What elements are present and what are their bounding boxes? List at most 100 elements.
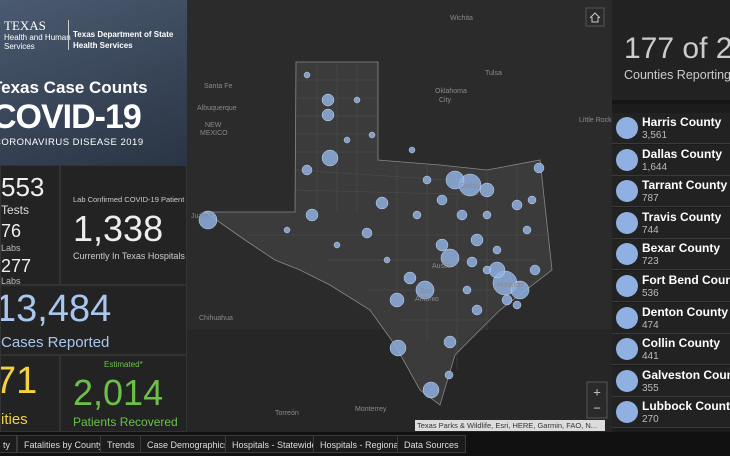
zoom-in[interactable]: +	[593, 384, 601, 399]
case-circle	[512, 300, 522, 310]
county-row[interactable]: Lubbock County 270	[612, 397, 730, 429]
case-circle	[415, 280, 435, 300]
case-circle	[301, 164, 313, 176]
county-row[interactable]: Harris County 3,561	[612, 113, 730, 144]
county-row[interactable]: Travis County 744	[612, 207, 730, 239]
tab[interactable]: Data Sources	[397, 435, 466, 453]
map-label: Juárez	[191, 213, 213, 220]
county-name: Collin County	[642, 336, 720, 351]
case-circle	[522, 225, 532, 235]
case-circle	[444, 370, 454, 380]
org-line: Health and Human	[4, 33, 71, 42]
county-cases: 744	[642, 224, 659, 236]
divider	[68, 20, 69, 50]
zoom-out[interactable]: −	[593, 400, 601, 415]
case-circle	[343, 136, 351, 144]
map-label: MEXICO	[200, 130, 228, 137]
county-dot	[616, 211, 638, 234]
tests-box: 553 Tests 76 Labs 277 Labs	[0, 165, 60, 285]
tab[interactable]: Hospitals - Statewide	[225, 435, 324, 453]
county-name: Fort Bend County	[642, 273, 730, 287]
county-dot	[616, 117, 638, 139]
hospital-label: Currently In Texas Hospitals	[73, 251, 185, 261]
case-circle	[479, 182, 495, 198]
map-label: Santa Fe	[204, 83, 233, 90]
counties-header: 177 of 2 Counties Reporting	[612, 0, 730, 104]
county-row[interactable]: Bexar County 723	[612, 239, 730, 271]
county-row[interactable]: Dallas County 1,644	[612, 144, 730, 176]
map-label: City	[439, 97, 452, 104]
case-circle	[321, 93, 335, 107]
county-cases: 474	[642, 319, 659, 331]
labs-label: Labs	[1, 243, 21, 253]
case-circle	[305, 208, 319, 222]
case-circle	[470, 233, 484, 247]
tab[interactable]: ty	[0, 435, 18, 453]
case-circle	[436, 194, 448, 206]
case-circle	[435, 238, 449, 252]
tab[interactable]: Trends	[100, 435, 142, 453]
tab[interactable]: Case Demographics	[140, 435, 236, 453]
case-circle	[529, 264, 541, 276]
county-dot	[616, 148, 638, 171]
case-circle	[303, 71, 311, 79]
map-label: Monterrey	[355, 406, 387, 413]
county-name: Harris County	[642, 115, 722, 129]
covid-title: COVID-19	[0, 98, 142, 136]
title: Texas Case Counts	[0, 78, 148, 97]
tab[interactable]: Fatalities by County	[17, 435, 111, 453]
fatalities-value: 71	[1, 360, 38, 402]
case-circle	[466, 256, 478, 268]
county-dot	[616, 401, 638, 424]
counties-reported-label: Counties Reporting	[624, 68, 730, 82]
case-circle	[283, 226, 291, 234]
tab-bar: ty Fatalities by County Trends Case Demogra…	[0, 432, 730, 456]
county-row[interactable]: Fort Bend County536	[612, 271, 730, 302]
case-circle	[482, 265, 492, 275]
hospital-caption: Lab Confirmed COVID-19 Patient	[73, 195, 185, 204]
county-name: Bexar County	[642, 241, 721, 256]
fatalities-box: 71 ities	[0, 355, 60, 432]
hospital-value: 1,338	[73, 208, 164, 249]
map[interactable]: Wichita Tulsa Oklahoma City Santa Fe Albuquer…	[187, 0, 612, 432]
case-circle	[510, 280, 530, 300]
case-circle	[422, 381, 440, 399]
case-circle	[389, 339, 407, 357]
home-button[interactable]	[585, 7, 605, 27]
county-row[interactable]: Galveston County355	[612, 365, 730, 397]
county-row[interactable]: Denton County 474	[612, 302, 730, 334]
org-line: TEXAS	[4, 18, 46, 33]
map-label: NEW	[205, 122, 222, 129]
case-circle	[527, 195, 537, 205]
case-circle	[321, 108, 335, 122]
county-row[interactable]: Tarrant County 787	[612, 176, 730, 208]
case-circles	[198, 71, 545, 399]
tab[interactable]: Hospitals - Regional	[313, 435, 408, 453]
map-label: Little Rock	[579, 117, 612, 124]
county-name: Lubbock County	[642, 399, 730, 414]
header-banner: TEXAS Health and Human Services Texas De…	[0, 0, 187, 165]
zoom-control	[586, 381, 608, 419]
county-cases: 536	[642, 288, 659, 299]
cases-box: 13,484 Cases Reported	[0, 285, 187, 355]
case-circle	[443, 335, 457, 349]
home-icon	[589, 12, 601, 23]
case-circle	[488, 261, 506, 279]
map-label: Torreón	[275, 410, 299, 417]
county-row[interactable]: Collin County 441	[612, 334, 730, 366]
county-cases: 723	[642, 256, 659, 268]
county-cases: 355	[642, 382, 659, 394]
county-cases: 441	[642, 351, 659, 363]
county-name: Denton County	[642, 304, 728, 319]
case-circle	[333, 241, 341, 249]
case-circle	[412, 210, 422, 220]
attribution-bg	[415, 420, 605, 431]
map-label: Houston	[497, 282, 523, 289]
county-cases: 1,644	[642, 161, 668, 173]
county-name: Dallas County	[642, 146, 723, 161]
case-circle	[403, 271, 417, 285]
map-label: Chihuahua	[199, 315, 233, 322]
map-label: Dallas	[460, 183, 480, 190]
map-label: San	[420, 288, 433, 295]
